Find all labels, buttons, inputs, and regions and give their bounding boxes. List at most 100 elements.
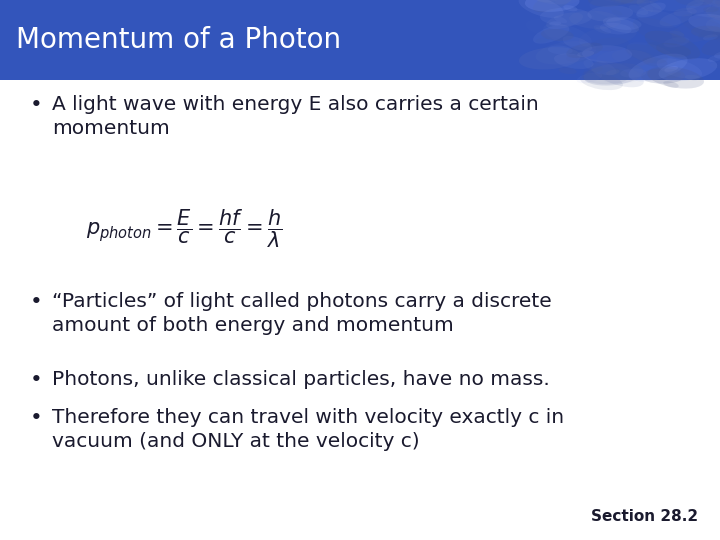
Ellipse shape — [663, 81, 679, 88]
Ellipse shape — [714, 51, 720, 59]
Ellipse shape — [606, 70, 619, 75]
Ellipse shape — [706, 5, 720, 23]
Text: Section 28.2: Section 28.2 — [591, 509, 698, 524]
Ellipse shape — [555, 0, 589, 5]
Ellipse shape — [536, 41, 596, 64]
Text: Therefore they can travel with velocity exactly c in
vacuum (and ONLY at the vel: Therefore they can travel with velocity … — [52, 408, 564, 451]
Ellipse shape — [688, 14, 720, 32]
Ellipse shape — [554, 16, 567, 23]
Ellipse shape — [641, 68, 685, 84]
Ellipse shape — [579, 25, 637, 48]
Ellipse shape — [606, 17, 642, 30]
Ellipse shape — [582, 45, 632, 63]
Ellipse shape — [698, 23, 720, 40]
Ellipse shape — [549, 22, 562, 26]
Ellipse shape — [533, 25, 570, 44]
Ellipse shape — [541, 29, 574, 41]
Ellipse shape — [540, 8, 592, 26]
Ellipse shape — [559, 68, 577, 74]
Ellipse shape — [672, 16, 720, 43]
Ellipse shape — [519, 47, 581, 70]
Ellipse shape — [636, 10, 681, 28]
Ellipse shape — [580, 73, 623, 90]
Ellipse shape — [567, 43, 603, 58]
Ellipse shape — [588, 5, 633, 22]
Ellipse shape — [642, 57, 667, 67]
Text: •: • — [30, 370, 43, 390]
Ellipse shape — [657, 58, 702, 79]
Ellipse shape — [675, 0, 714, 6]
Ellipse shape — [656, 43, 691, 57]
Ellipse shape — [588, 0, 642, 6]
Ellipse shape — [664, 37, 690, 48]
Ellipse shape — [577, 72, 602, 83]
Ellipse shape — [593, 25, 611, 34]
Ellipse shape — [665, 66, 678, 72]
Ellipse shape — [601, 0, 664, 4]
Ellipse shape — [706, 15, 720, 34]
Ellipse shape — [562, 36, 592, 51]
Ellipse shape — [570, 11, 621, 29]
Ellipse shape — [629, 5, 649, 15]
Ellipse shape — [518, 0, 564, 18]
Ellipse shape — [636, 3, 666, 17]
Ellipse shape — [716, 0, 720, 7]
Ellipse shape — [611, 49, 655, 65]
Text: •: • — [30, 94, 43, 114]
Ellipse shape — [703, 6, 719, 12]
Text: Momentum of a Photon: Momentum of a Photon — [16, 26, 341, 54]
Ellipse shape — [563, 5, 577, 11]
Text: •: • — [30, 408, 43, 428]
Ellipse shape — [673, 8, 697, 16]
Ellipse shape — [670, 31, 684, 37]
Ellipse shape — [584, 63, 644, 85]
Ellipse shape — [590, 0, 653, 19]
Ellipse shape — [647, 66, 704, 89]
Ellipse shape — [666, 72, 681, 79]
Text: $p_{photon} = \dfrac{E}{c} = \dfrac{hf}{c} = \dfrac{h}{\lambda}$: $p_{photon} = \dfrac{E}{c} = \dfrac{hf}{… — [86, 208, 283, 251]
Ellipse shape — [582, 68, 630, 84]
Ellipse shape — [519, 0, 572, 4]
Ellipse shape — [583, 59, 616, 75]
Ellipse shape — [685, 75, 700, 80]
Ellipse shape — [660, 11, 693, 26]
Ellipse shape — [636, 0, 662, 12]
Ellipse shape — [533, 0, 572, 12]
Ellipse shape — [591, 38, 629, 51]
Ellipse shape — [577, 51, 594, 57]
Ellipse shape — [703, 10, 720, 17]
Ellipse shape — [633, 18, 685, 45]
Ellipse shape — [708, 55, 720, 62]
Ellipse shape — [701, 33, 720, 56]
Ellipse shape — [535, 0, 560, 2]
Ellipse shape — [626, 42, 676, 66]
Ellipse shape — [591, 61, 644, 87]
Text: •: • — [30, 292, 43, 312]
Text: Photons, unlike classical particles, have no mass.: Photons, unlike classical particles, hav… — [52, 370, 549, 389]
Ellipse shape — [588, 0, 649, 4]
Ellipse shape — [597, 0, 645, 4]
Ellipse shape — [681, 14, 720, 37]
Ellipse shape — [583, 65, 603, 75]
Ellipse shape — [659, 58, 717, 81]
Ellipse shape — [686, 3, 711, 14]
Ellipse shape — [649, 0, 704, 11]
FancyBboxPatch shape — [0, 0, 720, 80]
Ellipse shape — [711, 1, 720, 5]
Ellipse shape — [554, 53, 593, 69]
Ellipse shape — [712, 29, 720, 51]
Ellipse shape — [680, 0, 720, 6]
Ellipse shape — [629, 53, 688, 82]
Ellipse shape — [691, 26, 720, 38]
Ellipse shape — [703, 35, 718, 40]
Text: A light wave with energy E also carries a certain
momentum: A light wave with energy E also carries … — [52, 94, 539, 138]
Ellipse shape — [543, 23, 592, 47]
Ellipse shape — [620, 69, 647, 78]
Ellipse shape — [644, 31, 701, 59]
Ellipse shape — [625, 44, 667, 63]
Ellipse shape — [600, 23, 631, 35]
Ellipse shape — [686, 0, 720, 9]
Text: “Particles” of light called photons carry a discrete
amount of both energy and m: “Particles” of light called photons carr… — [52, 292, 552, 335]
Ellipse shape — [596, 50, 652, 69]
Ellipse shape — [548, 45, 572, 55]
